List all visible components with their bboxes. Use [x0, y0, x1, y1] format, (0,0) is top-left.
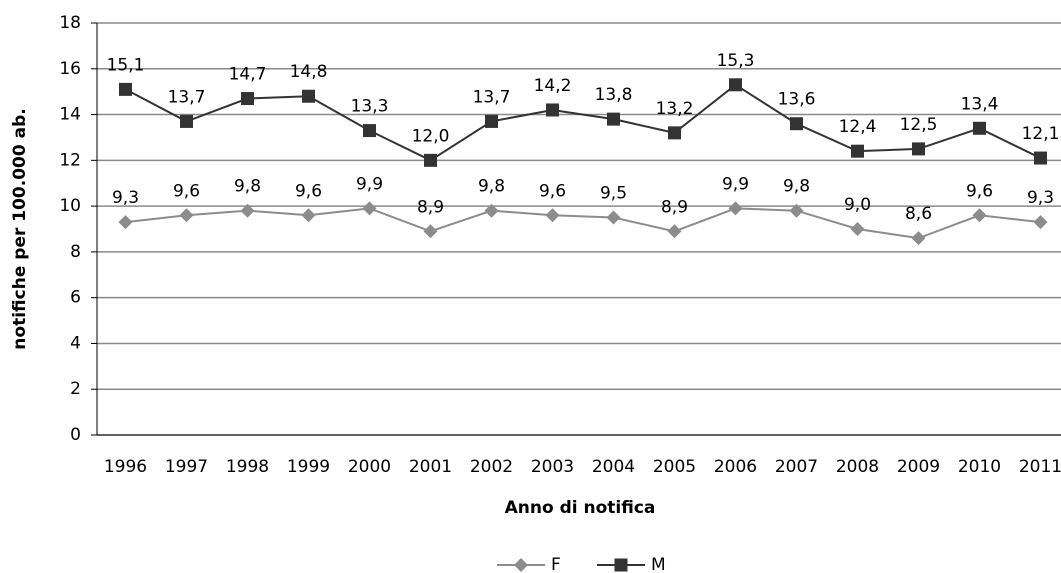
marker	[118, 215, 133, 230]
y-tick-label: 12	[59, 150, 81, 170]
x-tick-label: 1996	[104, 457, 147, 477]
marker	[728, 201, 743, 216]
marker	[851, 144, 864, 158]
marker	[484, 203, 499, 218]
marker	[973, 121, 986, 135]
marker	[514, 558, 528, 572]
marker	[667, 224, 682, 239]
x-tick-label: 1999	[287, 457, 330, 477]
data-label: 9,5	[600, 184, 627, 204]
marker	[912, 142, 925, 156]
data-label: 13,4	[961, 94, 999, 114]
x-tick-label: 2001	[409, 457, 452, 477]
x-tick-label: 1998	[226, 457, 269, 477]
data-label: 14,7	[229, 65, 267, 85]
data-label: 9,3	[112, 188, 139, 208]
data-label: 9,9	[356, 174, 383, 194]
marker	[485, 114, 498, 128]
data-label: 8,6	[905, 204, 932, 224]
x-tick-label: 2009	[897, 457, 940, 477]
x-tick-label: 2008	[836, 457, 879, 477]
marker	[972, 208, 987, 223]
x-tick-label: 2006	[714, 457, 757, 477]
y-tick-label: 14	[59, 105, 81, 125]
x-axis-label: Anno di notifica	[505, 498, 656, 518]
data-label: 13,7	[473, 87, 511, 107]
marker	[1034, 151, 1047, 165]
legend-label: M	[651, 555, 666, 573]
data-label: 9,8	[478, 177, 505, 197]
data-label: 13,6	[778, 90, 816, 110]
y-tick-label: 18	[59, 13, 81, 33]
y-tick-label: 16	[59, 59, 81, 79]
marker	[607, 112, 620, 126]
marker	[545, 208, 560, 223]
data-label: 14,8	[290, 62, 328, 82]
data-label: 9,9	[722, 174, 749, 194]
marker	[119, 82, 132, 96]
marker	[850, 222, 865, 236]
data-label: 12,5	[900, 115, 938, 135]
marker	[241, 92, 254, 106]
x-tick-label: 2011	[1019, 457, 1061, 477]
marker	[729, 78, 742, 92]
marker	[789, 203, 804, 218]
marker	[179, 208, 194, 223]
x-tick-label: 2000	[348, 457, 391, 477]
marker	[790, 117, 803, 131]
data-label: 15,1	[107, 55, 145, 75]
marker	[546, 103, 559, 117]
data-label: 9,6	[295, 181, 322, 201]
data-label: 13,3	[351, 97, 389, 117]
y-tick-label: 4	[70, 333, 81, 353]
x-tick-label: 1997	[165, 457, 208, 477]
marker	[363, 124, 376, 138]
x-tick-label: 2004	[592, 457, 635, 477]
y-tick-label: 2	[70, 379, 81, 399]
data-label: 8,9	[417, 197, 444, 217]
marker	[180, 114, 193, 128]
marker	[1033, 215, 1048, 230]
data-label: 13,2	[656, 99, 694, 119]
data-label: 12,1	[1022, 124, 1060, 144]
marker	[606, 210, 621, 225]
y-tick-label: 8	[70, 242, 81, 262]
marker	[240, 203, 255, 218]
data-label: 12,4	[839, 117, 877, 137]
data-label: 15,3	[717, 51, 755, 71]
data-label: 9,6	[966, 181, 993, 201]
data-label: 9,8	[234, 177, 261, 197]
series-line	[125, 83, 1041, 162]
marker	[301, 208, 316, 223]
x-tick-label: 2003	[531, 457, 574, 477]
data-label: 9,3	[1027, 188, 1054, 208]
data-label: 12,0	[412, 126, 450, 146]
marker	[668, 126, 681, 140]
data-label: 9,6	[173, 181, 200, 201]
marker	[302, 89, 315, 103]
marker	[423, 224, 438, 239]
x-tick-label: 2007	[775, 457, 818, 477]
y-tick-label: 6	[70, 288, 81, 308]
data-label: 9,0	[844, 195, 871, 215]
y-tick-label: 0	[70, 425, 81, 445]
series-line	[125, 207, 1041, 240]
data-label: 14,2	[534, 76, 572, 96]
marker	[424, 153, 437, 167]
marker	[614, 558, 628, 572]
y-tick-label: 10	[59, 196, 81, 216]
marker	[362, 201, 377, 216]
x-tick-label: 2002	[470, 457, 513, 477]
marker	[911, 231, 926, 246]
x-tick-label: 2010	[958, 457, 1001, 477]
legend-label: F	[551, 555, 561, 573]
data-label: 13,7	[168, 87, 206, 107]
y-axis-label: notifiche per 100.000 ab.	[10, 108, 30, 349]
data-label: 9,6	[539, 181, 566, 201]
x-tick-label: 2005	[653, 457, 696, 477]
data-label: 8,9	[661, 197, 688, 217]
data-label: 13,8	[595, 85, 633, 105]
data-label: 9,8	[783, 177, 810, 197]
